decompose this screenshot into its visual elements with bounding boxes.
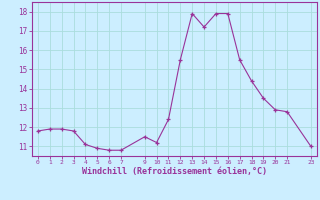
X-axis label: Windchill (Refroidissement éolien,°C): Windchill (Refroidissement éolien,°C)	[82, 167, 267, 176]
